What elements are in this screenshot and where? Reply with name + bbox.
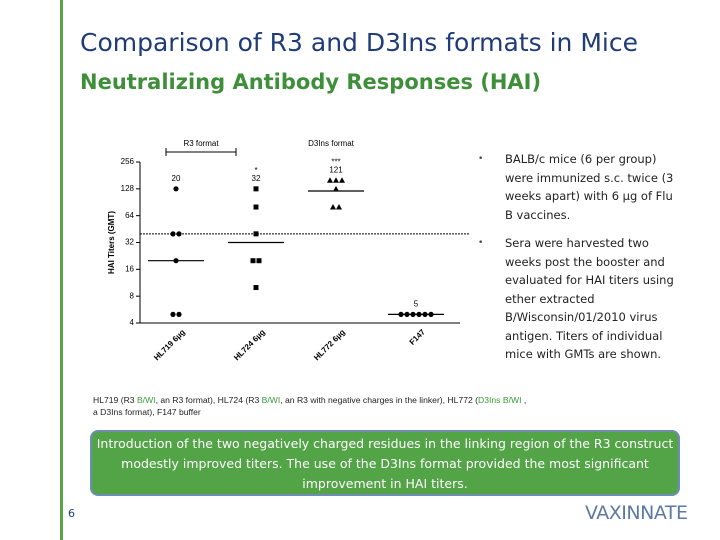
y-tick-label: 8 bbox=[130, 291, 135, 300]
gmt-label: 121 bbox=[329, 165, 343, 174]
slide-title: Comparison of R3 and D3Ins formats in Mi… bbox=[80, 28, 638, 57]
footnote-part: D3Ins B/WI bbox=[478, 395, 522, 405]
data-point bbox=[176, 311, 182, 317]
y-tick-label: 256 bbox=[121, 157, 135, 166]
data-point bbox=[173, 186, 179, 192]
y-tick-label: 128 bbox=[121, 184, 135, 193]
legend-label: D3Ins format bbox=[308, 139, 355, 148]
data-point bbox=[339, 177, 345, 183]
data-point bbox=[176, 231, 182, 237]
data-point bbox=[327, 177, 333, 183]
data-point bbox=[333, 177, 339, 183]
footnote-part: , an R3 with negative charges in the lin… bbox=[280, 395, 479, 405]
footnote: HL719 (R3 B/WI, an R3 format), HL724 (R3… bbox=[93, 394, 533, 418]
footnote-part: , an R3 format), HL724 (R3 bbox=[155, 395, 262, 405]
data-point bbox=[336, 204, 342, 210]
x-tick-label: HL719 6µg bbox=[152, 327, 187, 362]
x-tick-label: HL772 6µg bbox=[312, 327, 347, 362]
significance: *** bbox=[331, 157, 340, 166]
y-tick-label: 64 bbox=[125, 211, 134, 220]
gmt-label: 5 bbox=[414, 299, 419, 308]
page-number: 6 bbox=[68, 507, 75, 520]
footnote-part: , a D3Ins format), F147 buffer bbox=[93, 395, 527, 417]
footnote-part: B/WI bbox=[136, 395, 156, 405]
bullet-list: BALB/c mice (6 per group) were immunized… bbox=[478, 150, 678, 374]
legend-label: R3 format bbox=[183, 139, 219, 148]
logo: VAXINNATE bbox=[585, 502, 688, 524]
data-point bbox=[253, 285, 259, 291]
data-point bbox=[250, 258, 256, 264]
data-point bbox=[333, 185, 339, 192]
footnote-part: B/WI bbox=[261, 395, 281, 405]
data-point bbox=[253, 204, 259, 210]
data-point bbox=[256, 258, 262, 264]
footnote-part: HL719 (R3 bbox=[93, 395, 137, 405]
bullet: BALB/c mice (6 per group) were immunized… bbox=[478, 150, 678, 224]
accent-strip bbox=[60, 0, 63, 540]
y-tick-label: 32 bbox=[125, 238, 134, 247]
gmt-label: 20 bbox=[172, 174, 181, 183]
data-point bbox=[170, 231, 176, 237]
gmt-label: 32 bbox=[252, 174, 261, 183]
slide-subtitle: Neutralizing Antibody Responses (HAI) bbox=[80, 70, 542, 94]
y-tick-label: 16 bbox=[125, 264, 134, 273]
data-point bbox=[170, 311, 176, 317]
data-point bbox=[253, 231, 259, 237]
data-point bbox=[330, 204, 336, 210]
x-tick-label: HL724 6µg bbox=[232, 327, 267, 362]
significance: * bbox=[254, 166, 257, 175]
chart: 4 8 16 32 64 128 256 HAI Titers (GMT) R3 format D… bbox=[107, 139, 470, 362]
data-point bbox=[253, 186, 259, 192]
y-axis-label: HAI Titers (GMT) bbox=[107, 211, 116, 274]
callout: Introduction of the two negatively charg… bbox=[90, 430, 680, 496]
x-tick-label: F147 bbox=[408, 327, 428, 347]
y-tick-label: 4 bbox=[130, 318, 135, 327]
bullet: Sera were harvested two weeks post the b… bbox=[478, 234, 678, 364]
